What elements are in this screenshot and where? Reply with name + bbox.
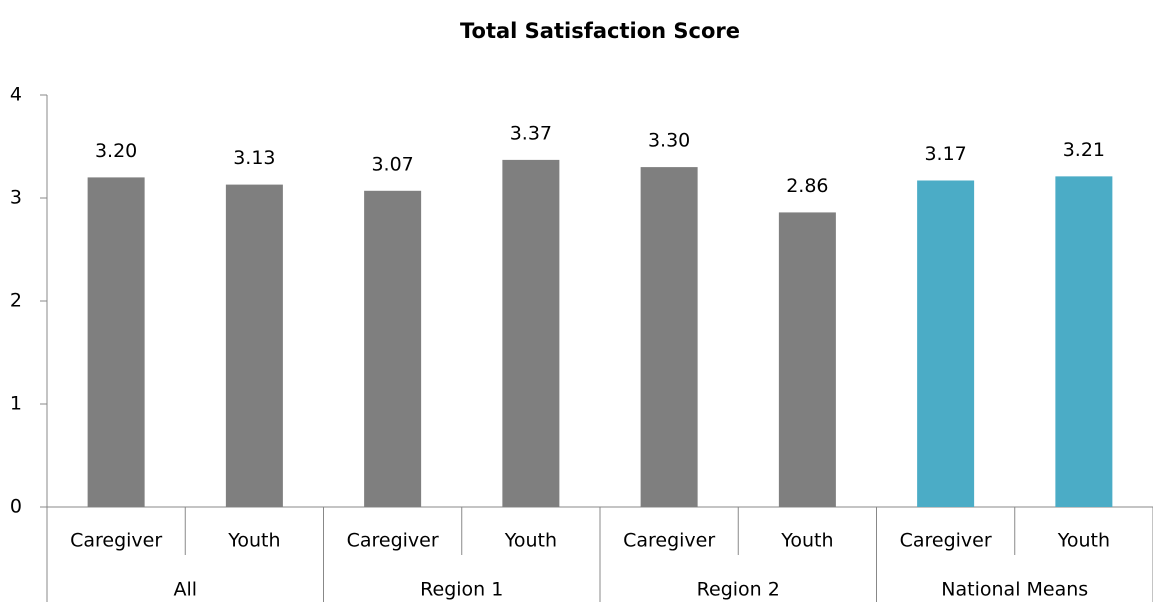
bar xyxy=(87,177,145,507)
bar xyxy=(778,212,836,508)
x-tick-label: Youth xyxy=(504,530,557,552)
x-tick-label: Youth xyxy=(227,530,280,552)
y-tick-label: 1 xyxy=(10,393,22,415)
group-label: Region 1 xyxy=(420,579,503,601)
x-tick-label: Caregiver xyxy=(900,530,992,552)
bar xyxy=(1055,176,1113,507)
value-label: 3.30 xyxy=(648,130,690,152)
value-label: 3.21 xyxy=(1063,139,1105,161)
value-label: 3.20 xyxy=(95,140,137,162)
x-tick-label: Caregiver xyxy=(70,530,162,552)
bar xyxy=(917,180,975,508)
y-tick-label: 4 xyxy=(10,84,22,106)
value-label: 3.17 xyxy=(924,143,966,165)
bar xyxy=(640,167,698,507)
group-label: Region 2 xyxy=(697,579,780,601)
bar xyxy=(225,184,283,508)
bar xyxy=(364,190,422,508)
x-tick-label: Caregiver xyxy=(347,530,439,552)
value-label: 3.37 xyxy=(510,122,552,144)
x-tick-label: Youth xyxy=(1057,530,1110,552)
y-tick-label: 2 xyxy=(10,290,22,312)
value-label: 3.07 xyxy=(371,153,413,175)
x-tick-label: Youth xyxy=(780,530,833,552)
x-tick-label: Caregiver xyxy=(623,530,715,552)
chart-title: Total Satisfaction Score xyxy=(460,19,740,43)
y-tick-label: 0 xyxy=(10,496,22,518)
value-label: 2.86 xyxy=(786,175,828,197)
value-label: 3.13 xyxy=(233,147,275,169)
bar xyxy=(502,159,560,507)
group-label: National Means xyxy=(941,579,1088,601)
y-tick-label: 3 xyxy=(10,187,22,209)
group-label: All xyxy=(173,579,197,601)
